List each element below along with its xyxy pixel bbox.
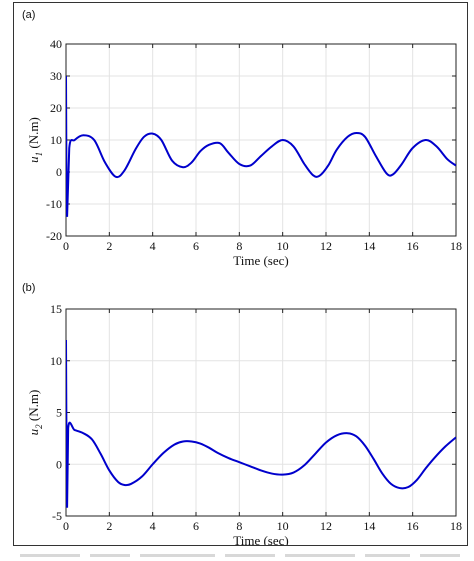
panel-a-xtick-label-4: 8: [236, 239, 242, 253]
caption-blur-2: [140, 554, 215, 557]
panel-b-xtick-label-3: 6: [193, 519, 199, 533]
caption-blur-0: [20, 554, 80, 557]
panel-a-ylabel-unit: (N.m): [26, 117, 41, 152]
panel-b-xlabel: Time (sec): [233, 533, 289, 545]
panel-a-ylabel: u1 (N.m): [26, 117, 44, 163]
panel-a-xtick-label-0: 0: [63, 239, 69, 253]
panel-a-ytick-label-2: 0: [56, 165, 62, 179]
panel-b-xtick-label-6: 12: [320, 519, 332, 533]
panel-a-ytick-label-5: 30: [50, 69, 62, 83]
caption-strip: [0, 550, 474, 561]
panel-a-ylabel-main: u: [26, 156, 41, 163]
panel-a-xtick-label-7: 14: [363, 239, 375, 253]
panel-b-ytick-label-1: 0: [56, 457, 62, 471]
caption-blur-4: [285, 554, 355, 557]
caption-blur-3: [225, 554, 275, 557]
panel-b-xtick-label-7: 14: [363, 519, 375, 533]
panel-a-ytick-label-6: 40: [50, 37, 62, 51]
panel-a-ytick-label-3: 10: [50, 133, 62, 147]
panel-a-label: (a): [22, 9, 35, 21]
panel-b-xtick-label-8: 16: [407, 519, 419, 533]
panel-b-ytick-label-4: 15: [50, 302, 62, 316]
panel-b-ylabel-sub: 2: [34, 424, 44, 429]
panel-b-ytick-label-0: -5: [52, 509, 62, 523]
panel-a-xtick-label-6: 12: [320, 239, 332, 253]
caption-blur-1: [90, 554, 130, 557]
panel-a-ytick-label-1: -10: [46, 197, 62, 211]
panel-b-xtick-label-9: 18: [450, 519, 462, 533]
panel-b-xtick-label-2: 4: [150, 519, 156, 533]
panel-b-ylabel-unit: (N.m): [26, 390, 41, 425]
panel-a-series-line-0: [66, 75, 456, 217]
panel-b-xtick-label-4: 8: [236, 519, 242, 533]
panel-b-series-line-0: [66, 340, 456, 508]
panel-b-ytick-label-2: 5: [56, 406, 62, 420]
caption-blur-5: [365, 554, 410, 557]
panel-b-xtick-label-0: 0: [63, 519, 69, 533]
panel-a-xtick-label-5: 10: [277, 239, 289, 253]
figure-frame: (a) 0 2 4 6 8 10 12 14 16 18 -20 -10 0 10 20 30 40 Time (s…: [13, 2, 468, 548]
panel-a-ytick-label-4: 20: [50, 101, 62, 115]
panel-a: (a) 0 2 4 6 8 10 12 14 16 18 -20 -10 0 10 20 30 40 Time (s…: [22, 9, 462, 268]
panel-a-ytick-label-0: -20: [46, 229, 62, 243]
panel-a-xtick-label-2: 4: [150, 239, 156, 253]
caption-blur-6: [420, 554, 460, 557]
panel-a-xtick-label-1: 2: [106, 239, 112, 253]
panel-b-label: (b): [22, 282, 35, 294]
panel-b-xtick-label-1: 2: [106, 519, 112, 533]
panel-a-xlabel: Time (sec): [233, 253, 289, 268]
panel-a-xtick-label-9: 18: [450, 239, 462, 253]
panel-a-ylabel-sub: 1: [34, 152, 44, 157]
panel-a-xtick-label-8: 16: [407, 239, 419, 253]
panel-b-ylabel-main: u: [26, 428, 41, 435]
panel-b-xtick-label-5: 10: [277, 519, 289, 533]
panel-b-ylabel: u2 (N.m): [26, 390, 44, 436]
panel-b-ytick-label-3: 10: [50, 354, 62, 368]
panel-a-xtick-label-3: 6: [193, 239, 199, 253]
